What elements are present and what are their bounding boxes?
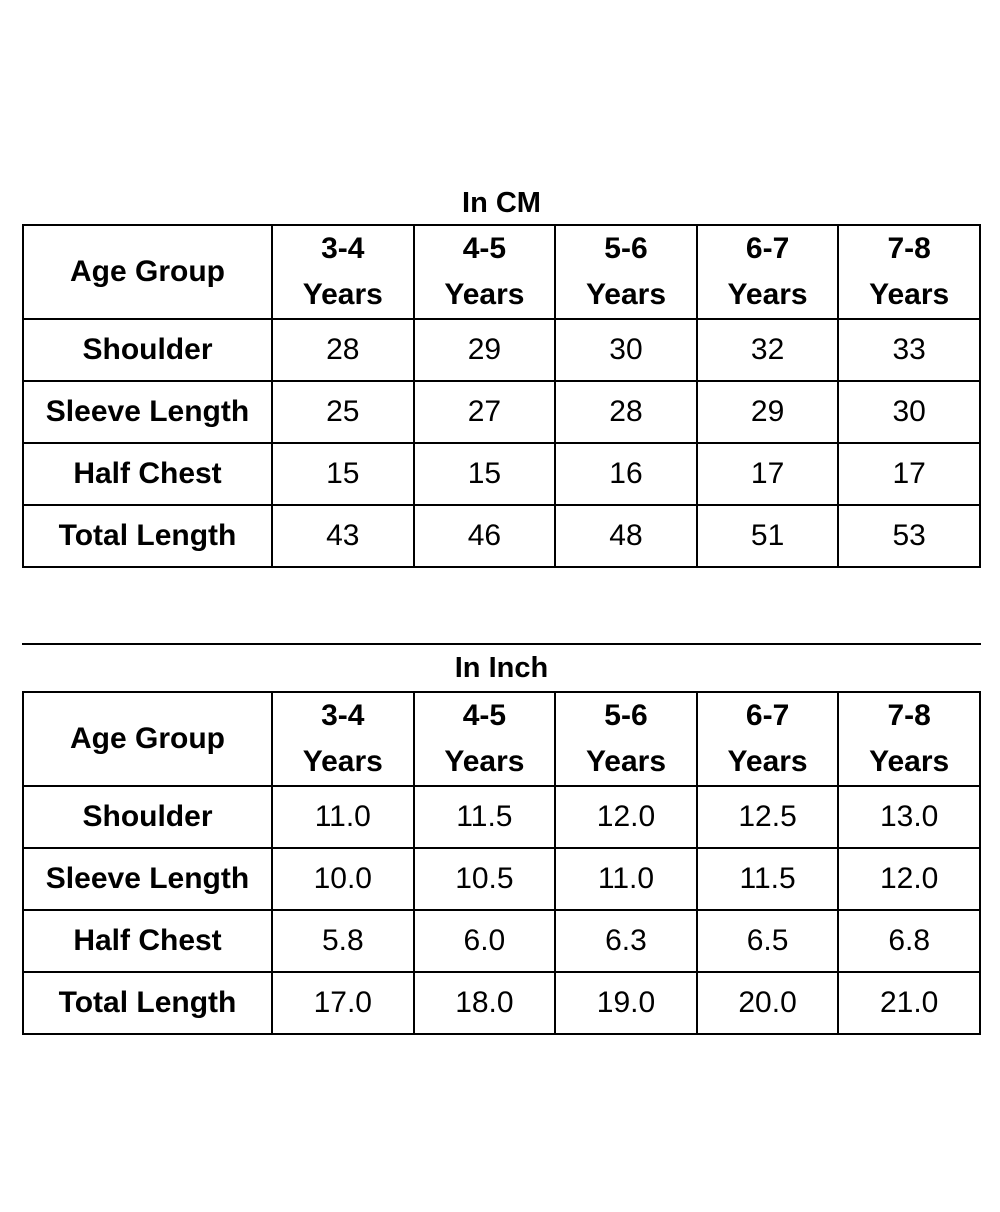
table-cell: 6.0 bbox=[412, 909, 557, 973]
table-cell: 6.5 bbox=[695, 909, 840, 973]
table-cell: 51 bbox=[695, 504, 840, 568]
table-cell: 17 bbox=[837, 442, 981, 506]
size-column-header: 7-8 Years bbox=[837, 224, 981, 320]
row-label: Total Length bbox=[22, 504, 273, 568]
age-group-header: Age Group bbox=[22, 691, 273, 787]
size-chart-table-cm: In CM Age Group 3-4 Years 4-5 Years 5-6 Yea… bbox=[22, 182, 981, 568]
size-column-header: 7-8 Years bbox=[837, 691, 981, 787]
row-label: Shoulder bbox=[22, 318, 273, 382]
table-cell: 10.0 bbox=[271, 847, 415, 911]
table-cell: 11.0 bbox=[271, 785, 415, 849]
table-cell: 43 bbox=[271, 504, 415, 568]
row-label: Sleeve Length bbox=[22, 380, 273, 444]
row-label: Total Length bbox=[22, 971, 273, 1035]
table-row: Shoulder 11.0 11.5 12.0 12.5 13.0 bbox=[22, 785, 981, 849]
header-row: Age Group 3-4 Years 4-5 Years 5-6 Years 6-7… bbox=[22, 691, 981, 787]
table-row: Shoulder 28 29 30 32 33 bbox=[22, 318, 981, 382]
size-column-header: 4-5 Years bbox=[412, 691, 557, 787]
table-row: Half Chest 5.8 6.0 6.3 6.5 6.8 bbox=[22, 909, 981, 973]
table-cell: 11.5 bbox=[695, 847, 840, 911]
size-column-header: 5-6 Years bbox=[554, 691, 698, 787]
table-cell: 19.0 bbox=[554, 971, 698, 1035]
header-row: Age Group 3-4 Years 4-5 Years 5-6 Years 6-7… bbox=[22, 224, 981, 320]
size-column-header: 4-5 Years bbox=[412, 224, 557, 320]
table-cell: 17 bbox=[695, 442, 840, 506]
table-title: In CM bbox=[462, 187, 541, 219]
table-cell: 15 bbox=[412, 442, 557, 506]
table-cell: 15 bbox=[271, 442, 415, 506]
table-cell: 25 bbox=[271, 380, 415, 444]
table-cell: 46 bbox=[412, 504, 557, 568]
table-cell: 30 bbox=[837, 380, 981, 444]
table-cell: 6.3 bbox=[554, 909, 698, 973]
row-label: Half Chest bbox=[22, 442, 273, 506]
table-row: Sleeve Length 10.0 10.5 11.0 11.5 12.0 bbox=[22, 847, 981, 911]
table-cell: 28 bbox=[271, 318, 415, 382]
table-cell: 12.0 bbox=[837, 847, 981, 911]
table-cell: 6.8 bbox=[837, 909, 981, 973]
table-cell: 5.8 bbox=[271, 909, 415, 973]
size-column-header: 5-6 Years bbox=[554, 224, 698, 320]
table-cell: 16 bbox=[554, 442, 698, 506]
table-cell: 18.0 bbox=[412, 971, 557, 1035]
size-column-header: 6-7 Years bbox=[695, 691, 840, 787]
table-row: Half Chest 15 15 16 17 17 bbox=[22, 442, 981, 506]
table-cell: 48 bbox=[554, 504, 698, 568]
table-cell: 33 bbox=[837, 318, 981, 382]
row-label: Sleeve Length bbox=[22, 847, 273, 911]
table-cell: 10.5 bbox=[412, 847, 557, 911]
table-cell: 12.5 bbox=[695, 785, 840, 849]
size-column-header: 3-4 Years bbox=[271, 691, 415, 787]
table-cell: 12.0 bbox=[554, 785, 698, 849]
table-title: In Inch bbox=[22, 643, 981, 691]
table-cell: 11.5 bbox=[412, 785, 557, 849]
size-column-header: 3-4 Years bbox=[271, 224, 415, 320]
table-cell: 29 bbox=[695, 380, 840, 444]
table-cell: 30 bbox=[554, 318, 698, 382]
row-label: Shoulder bbox=[22, 785, 273, 849]
row-label: Half Chest bbox=[22, 909, 273, 973]
size-column-header: 6-7 Years bbox=[695, 224, 840, 320]
table-row: Sleeve Length 25 27 28 29 30 bbox=[22, 380, 981, 444]
table-cell: 29 bbox=[412, 318, 557, 382]
table-cell: 27 bbox=[412, 380, 557, 444]
table-cell: 28 bbox=[554, 380, 698, 444]
table-cell: 11.0 bbox=[554, 847, 698, 911]
size-chart-table-inch: In Inch Age Group 3-4 Years 4-5 Years 5-6 Y… bbox=[22, 643, 981, 1035]
table-row: Total Length 17.0 18.0 19.0 20.0 21.0 bbox=[22, 971, 981, 1035]
table-cell: 20.0 bbox=[695, 971, 840, 1035]
table-row: Total Length 43 46 48 51 53 bbox=[22, 504, 981, 568]
age-group-header: Age Group bbox=[22, 224, 273, 320]
table-cell: 17.0 bbox=[271, 971, 415, 1035]
table-cell: 21.0 bbox=[837, 971, 981, 1035]
table-cell: 53 bbox=[837, 504, 981, 568]
table-cell: 13.0 bbox=[837, 785, 981, 849]
table-cell: 32 bbox=[695, 318, 840, 382]
